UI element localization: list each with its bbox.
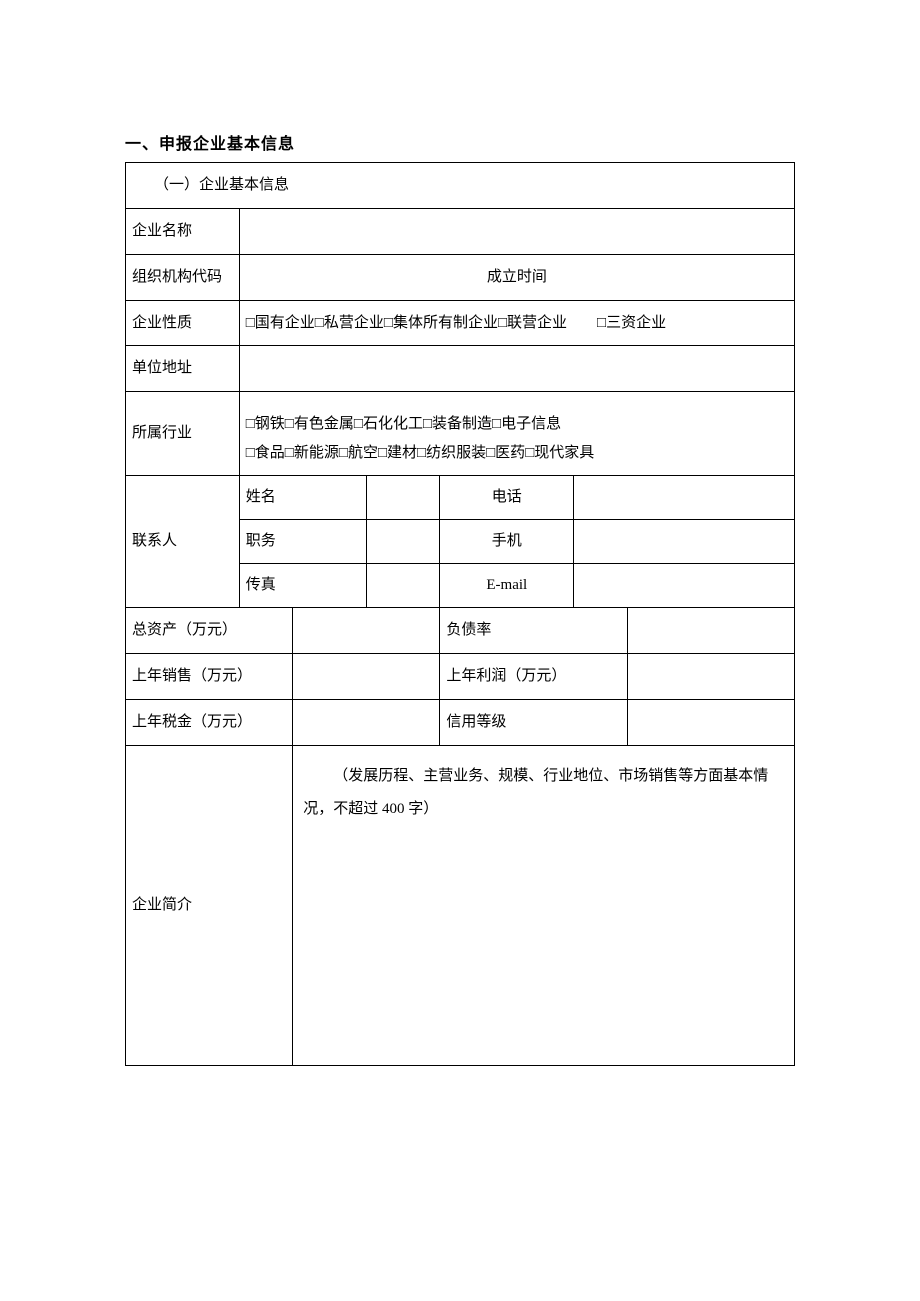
nature-opt-5: 三资企业: [606, 315, 666, 331]
value-address[interactable]: [239, 346, 794, 392]
value-contact-email[interactable]: [574, 564, 795, 608]
page-heading: 一、申报企业基本信息: [125, 130, 795, 154]
value-contact-mobile[interactable]: [574, 520, 795, 564]
row-address: 单位地址: [126, 346, 795, 392]
value-last-tax[interactable]: [293, 700, 440, 746]
nature-opt-1: 国有企业: [255, 315, 315, 331]
ind-opt: 纺织服装: [426, 445, 486, 461]
ind-opt: 石化化工: [363, 416, 423, 432]
row-contact-1: 联系人 姓名 电话: [126, 476, 795, 520]
checkbox-icon[interactable]: □: [246, 415, 255, 432]
value-last-profit[interactable]: [627, 654, 794, 700]
row-nature: 企业性质 □国有企业□私营企业□集体所有制企业□联营企业 □三资企业: [126, 301, 795, 346]
checkbox-icon[interactable]: □: [354, 415, 363, 432]
value-profile[interactable]: （发展历程、主营业务、规模、行业地位、市场销售等方面基本情况，不超过 400 字…: [293, 746, 795, 1066]
checkbox-icon[interactable]: □: [597, 314, 606, 331]
label-company-name: 企业名称: [126, 209, 240, 255]
row-org-code: 组织机构代码 成立时间: [126, 255, 795, 301]
value-industry[interactable]: □钢铁□有色金属□石化化工□装备制造□电子信息 □食品□新能源□航空□建材□纺织…: [239, 392, 794, 476]
label-nature: 企业性质: [126, 301, 240, 346]
value-contact-phone[interactable]: [574, 476, 795, 520]
label-contact-title: 职务: [239, 520, 366, 564]
value-contact-title[interactable]: [366, 520, 440, 564]
checkbox-icon[interactable]: □: [246, 444, 255, 461]
checkbox-icon[interactable]: □: [423, 415, 432, 432]
row-company-name: 企业名称: [126, 209, 795, 255]
checkbox-icon[interactable]: □: [486, 444, 495, 461]
checkbox-icon[interactable]: □: [246, 314, 255, 331]
value-contact-name[interactable]: [366, 476, 440, 520]
value-contact-fax[interactable]: [366, 564, 440, 608]
section-title: （一）企业基本信息: [126, 163, 795, 209]
label-last-profit: 上年利润（万元）: [440, 654, 627, 700]
label-contact-mobile: 手机: [440, 520, 574, 564]
ind-opt: 有色金属: [294, 416, 354, 432]
section-header-row: （一）企业基本信息: [126, 163, 795, 209]
value-total-assets[interactable]: [293, 608, 440, 654]
ind-opt: 现代家具: [534, 445, 594, 461]
ind-opt: 新能源: [294, 445, 339, 461]
checkbox-icon[interactable]: □: [315, 314, 324, 331]
label-total-assets: 总资产（万元）: [126, 608, 293, 654]
label-contact-phone: 电话: [440, 476, 574, 520]
checkbox-icon[interactable]: □: [285, 444, 294, 461]
row-sales: 上年销售（万元） 上年利润（万元）: [126, 654, 795, 700]
value-org-founded[interactable]: 成立时间: [239, 255, 794, 301]
enterprise-info-table: （一）企业基本信息 企业名称 组织机构代码 成立时间 企业性质 □国有企业□私营…: [125, 162, 795, 1066]
label-last-sales: 上年销售（万元）: [126, 654, 293, 700]
row-industry: 所属行业 □钢铁□有色金属□石化化工□装备制造□电子信息 □食品□新能源□航空□…: [126, 392, 795, 476]
label-contact: 联系人: [126, 476, 240, 608]
ind-opt: 食品: [255, 445, 285, 461]
ind-opt: 装备制造: [432, 416, 492, 432]
checkbox-icon[interactable]: □: [378, 444, 387, 461]
ind-opt: 航空: [348, 445, 378, 461]
label-contact-email: E-mail: [440, 564, 574, 608]
label-profile: 企业简介: [126, 746, 293, 1066]
label-address: 单位地址: [126, 346, 240, 392]
value-nature[interactable]: □国有企业□私营企业□集体所有制企业□联营企业 □三资企业: [239, 301, 794, 346]
value-last-sales[interactable]: [293, 654, 440, 700]
label-contact-name: 姓名: [239, 476, 366, 520]
ind-opt: 建材: [387, 445, 417, 461]
checkbox-icon[interactable]: □: [417, 444, 426, 461]
value-credit[interactable]: [627, 700, 794, 746]
nature-opt-2: 私营企业: [324, 315, 384, 331]
checkbox-icon[interactable]: □: [525, 444, 534, 461]
label-founded: 成立时间: [487, 269, 547, 285]
label-last-tax: 上年税金（万元）: [126, 700, 293, 746]
row-tax: 上年税金（万元） 信用等级: [126, 700, 795, 746]
value-debt-ratio[interactable]: [627, 608, 794, 654]
nature-opt-3: 集体所有制企业: [393, 315, 498, 331]
label-debt-ratio: 负债率: [440, 608, 627, 654]
nature-opt-4: 联营企业: [507, 315, 567, 331]
ind-opt: 钢铁: [255, 416, 285, 432]
ind-opt: 电子信息: [501, 416, 561, 432]
ind-opt: 医药: [495, 445, 525, 461]
value-company-name[interactable]: [239, 209, 794, 255]
checkbox-icon[interactable]: □: [339, 444, 348, 461]
label-org-code: 组织机构代码: [126, 255, 240, 301]
row-assets: 总资产（万元） 负债率: [126, 608, 795, 654]
checkbox-icon[interactable]: □: [498, 314, 507, 331]
row-profile: 企业简介 （发展历程、主营业务、规模、行业地位、市场销售等方面基本情况，不超过 …: [126, 746, 795, 1066]
checkbox-icon[interactable]: □: [492, 415, 501, 432]
label-credit: 信用等级: [440, 700, 627, 746]
label-industry: 所属行业: [126, 392, 240, 476]
checkbox-icon[interactable]: □: [285, 415, 294, 432]
checkbox-icon[interactable]: □: [384, 314, 393, 331]
label-contact-fax: 传真: [239, 564, 366, 608]
